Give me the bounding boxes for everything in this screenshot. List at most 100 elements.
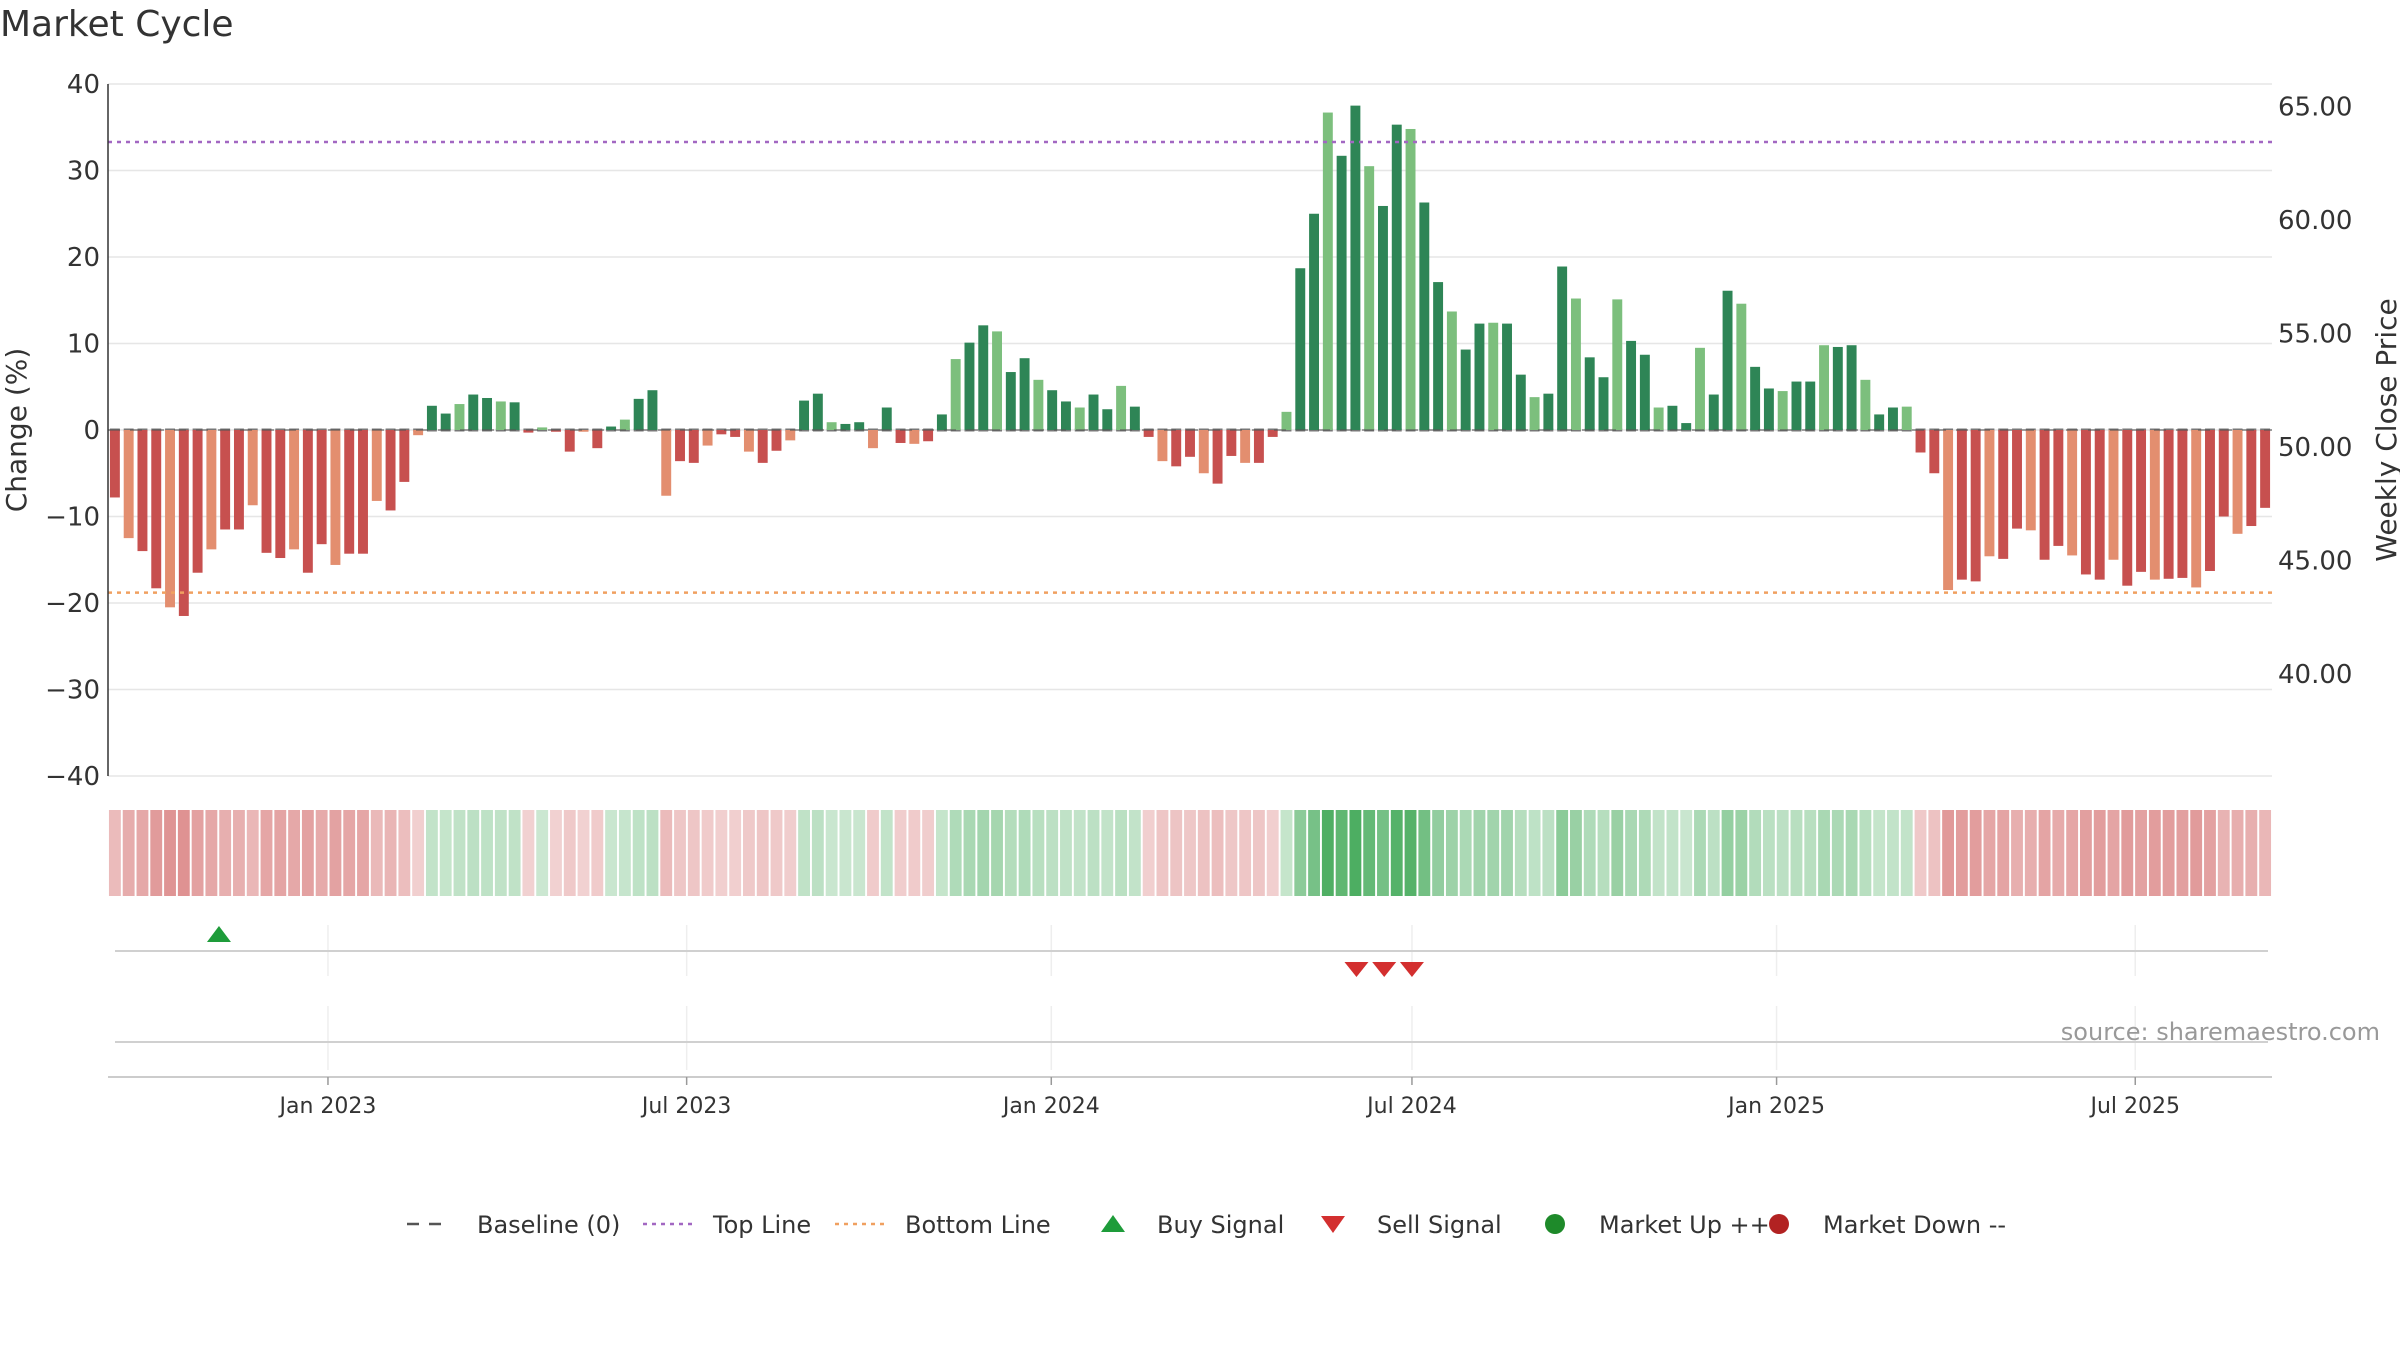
regime-heat-strip bbox=[108, 810, 2272, 896]
legend-item-baseline-0: Baseline (0) bbox=[407, 1211, 620, 1239]
heat-cell bbox=[1514, 810, 1527, 896]
bar bbox=[1281, 411, 1292, 430]
bar bbox=[771, 430, 782, 451]
heat-cell bbox=[384, 810, 397, 896]
bar bbox=[1736, 303, 1747, 430]
heat-cell bbox=[1225, 810, 1238, 896]
heat-cell bbox=[1528, 810, 1541, 896]
legend-item-market-down: Market Down -- bbox=[1769, 1211, 2006, 1239]
heat-cell bbox=[108, 810, 121, 896]
sell-signal-marker bbox=[1399, 962, 1424, 977]
heat-cell bbox=[274, 810, 287, 896]
bar bbox=[495, 401, 506, 430]
heat-cell bbox=[1570, 810, 1582, 896]
heat-cell bbox=[439, 810, 452, 896]
bar bbox=[592, 430, 603, 449]
heat-cell bbox=[1018, 810, 1031, 896]
bar bbox=[702, 430, 713, 446]
bar bbox=[2080, 430, 2091, 575]
bar bbox=[509, 402, 520, 430]
heat-cell bbox=[425, 810, 438, 896]
bar bbox=[1791, 381, 1802, 430]
heat-cell bbox=[1887, 810, 1899, 896]
heat-cell bbox=[2093, 810, 2106, 896]
circle-icon bbox=[1545, 1214, 1565, 1234]
heat-cell bbox=[811, 810, 824, 896]
heat-cell bbox=[343, 810, 356, 896]
heat-cell bbox=[1666, 810, 1679, 896]
heat-cell bbox=[2107, 810, 2120, 896]
bar bbox=[964, 342, 975, 430]
heat-cell bbox=[1032, 810, 1045, 896]
bar bbox=[1060, 401, 1071, 430]
bar bbox=[1943, 430, 1954, 591]
bar bbox=[606, 426, 617, 430]
bar bbox=[413, 430, 424, 436]
heat-cell bbox=[398, 810, 411, 896]
y-tick-label: 40 bbox=[67, 70, 100, 100]
heat-cell bbox=[674, 810, 686, 896]
bar bbox=[1846, 345, 1857, 430]
bar bbox=[1998, 430, 2009, 559]
bar bbox=[1874, 414, 1885, 430]
bar bbox=[2108, 430, 2119, 560]
heat-cell bbox=[1335, 810, 1348, 896]
bar bbox=[1005, 372, 1016, 430]
heat-cell bbox=[880, 810, 893, 896]
bar bbox=[537, 427, 548, 430]
y2-axis-label: Weekly Close Price bbox=[2370, 298, 2400, 561]
heat-cell bbox=[288, 810, 301, 896]
heat-cell bbox=[1997, 810, 2010, 896]
bar bbox=[2177, 430, 2188, 578]
bar bbox=[233, 430, 244, 530]
bar bbox=[316, 430, 327, 545]
bar bbox=[1102, 409, 1113, 430]
y-tick-label: −40 bbox=[45, 762, 100, 792]
bar bbox=[1915, 430, 1926, 453]
heat-cell bbox=[2024, 810, 2037, 896]
heat-cell bbox=[1735, 810, 1748, 896]
heat-cell bbox=[357, 810, 369, 896]
heat-cell bbox=[1845, 810, 1858, 896]
bar bbox=[633, 398, 644, 430]
heat-cell bbox=[660, 810, 673, 896]
bar bbox=[330, 430, 341, 565]
bar bbox=[854, 422, 865, 430]
bar bbox=[192, 430, 203, 573]
bar bbox=[2053, 430, 2064, 546]
bar bbox=[1116, 385, 1127, 430]
heat-cell bbox=[646, 810, 659, 896]
sell-signal-marker bbox=[1372, 962, 1397, 977]
heat-cell bbox=[150, 810, 163, 896]
bar bbox=[909, 430, 920, 444]
heat-cell bbox=[1707, 810, 1720, 896]
heat-cell bbox=[632, 810, 645, 896]
bar bbox=[716, 430, 727, 435]
heat-cell bbox=[1914, 810, 1927, 896]
heat-cell bbox=[798, 810, 810, 896]
bar bbox=[2163, 430, 2174, 579]
heat-cell bbox=[1694, 810, 1706, 896]
heat-cell bbox=[1128, 810, 1141, 896]
heat-cell bbox=[977, 810, 990, 896]
bar bbox=[1474, 323, 1485, 430]
heat-cell bbox=[1349, 810, 1362, 896]
heat-cell bbox=[908, 810, 921, 896]
heat-cell bbox=[563, 810, 576, 896]
bar bbox=[936, 414, 947, 430]
bar bbox=[1777, 391, 1788, 430]
heat-cell bbox=[577, 810, 590, 896]
bar bbox=[1708, 394, 1719, 430]
bar bbox=[426, 405, 437, 430]
heat-cell bbox=[1942, 810, 1955, 896]
heat-cell bbox=[122, 810, 135, 896]
bar bbox=[1033, 379, 1044, 430]
bar bbox=[1212, 430, 1223, 484]
heat-cell bbox=[1749, 810, 1762, 896]
heat-cell bbox=[1046, 810, 1059, 896]
heat-cell bbox=[1459, 810, 1472, 896]
heat-cell bbox=[522, 810, 535, 896]
bar bbox=[923, 430, 934, 442]
y2-tick-label: 65.00 bbox=[2278, 93, 2352, 123]
bar bbox=[1557, 266, 1568, 430]
